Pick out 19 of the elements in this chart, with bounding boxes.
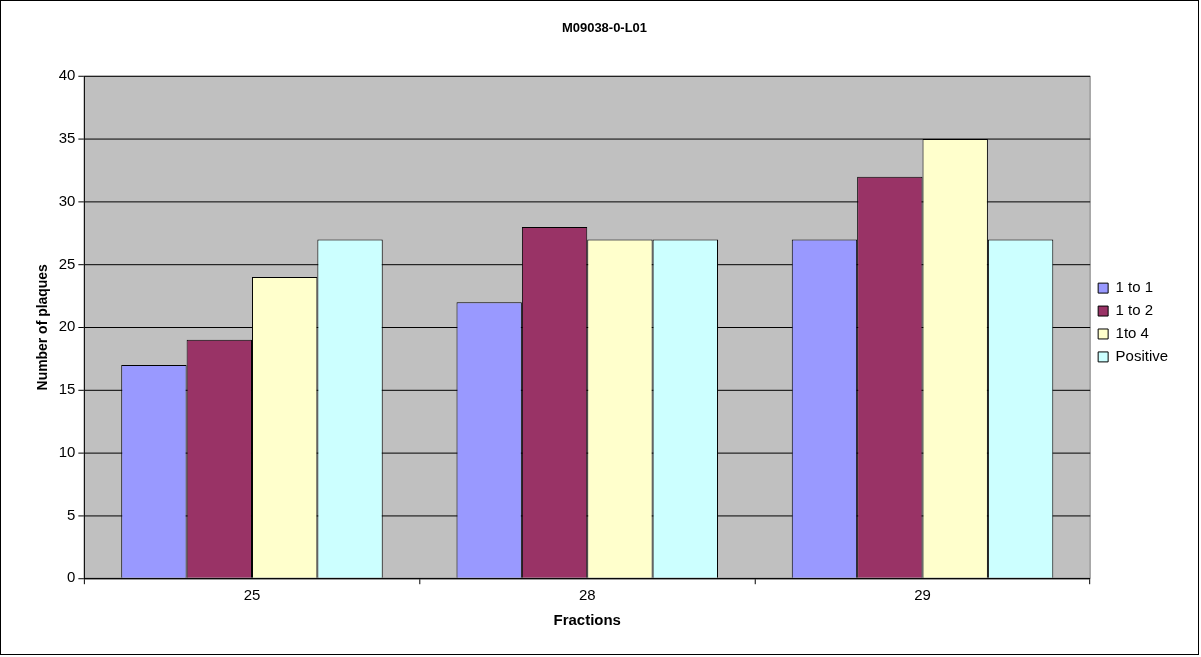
legend-label: 1 to 2 (1115, 301, 1154, 319)
y-tick-label: 20 (58, 317, 76, 335)
y-tick-label: 25 (58, 254, 76, 272)
y-axis-title: Number of plaques (34, 263, 51, 391)
legend-label: 1 to 1 (1115, 278, 1154, 296)
y-tick-label: 15 (58, 380, 76, 398)
y-tick-label: 35 (58, 129, 76, 147)
y-tick-label: 0 (67, 568, 76, 586)
legend-label: 1to 4 (1115, 324, 1149, 342)
legend-label: Positive (1115, 347, 1169, 365)
y-tick-label: 10 (58, 442, 76, 460)
x-axis-title: Fractions (553, 611, 621, 629)
x-tick-label: 28 (578, 586, 596, 604)
y-tick-label: 30 (58, 191, 76, 209)
chart-title: M09038-0-L01 (561, 20, 648, 36)
x-tick-label: 29 (914, 586, 931, 604)
x-tick-label: 25 (243, 586, 261, 604)
y-tick-label: 5 (67, 505, 76, 523)
y-tick-label: 40 (58, 66, 76, 84)
